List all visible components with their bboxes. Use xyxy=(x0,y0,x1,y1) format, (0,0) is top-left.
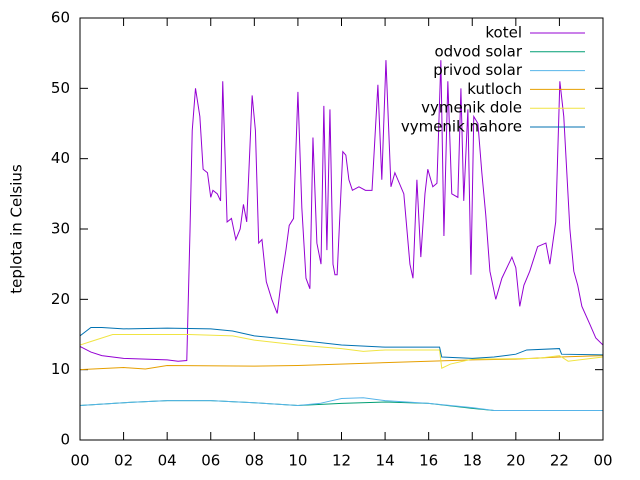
x-tick-label: 14 xyxy=(376,452,395,470)
x-tick-label: 22 xyxy=(550,452,569,470)
series-line xyxy=(79,334,604,370)
y-tick-label: 40 xyxy=(51,149,70,167)
legend-label: privod solar xyxy=(433,61,523,79)
legend-label: kutloch xyxy=(467,80,522,98)
x-tick-label: 04 xyxy=(158,452,177,470)
y-tick-label: 10 xyxy=(51,360,70,378)
legend-label: odvod solar xyxy=(434,42,522,60)
x-tick-label: 00 xyxy=(593,452,612,470)
x-tick-label: 12 xyxy=(332,452,351,470)
y-tick-label: 60 xyxy=(51,9,70,27)
x-tick-label: 18 xyxy=(463,452,482,470)
x-tick-label: 06 xyxy=(201,452,220,470)
y-tick-label: 20 xyxy=(51,290,70,308)
y-tick-label: 30 xyxy=(51,220,70,238)
plot-frame xyxy=(79,17,604,441)
y-axis-label: teplota in Celsius xyxy=(8,164,26,294)
series-line xyxy=(79,355,604,371)
series-line xyxy=(79,397,603,411)
series-line xyxy=(79,326,604,359)
x-tick-label: 16 xyxy=(419,452,438,470)
series-line xyxy=(79,60,604,362)
x-tick-label: 08 xyxy=(245,452,264,470)
legend-label: vymenik nahore xyxy=(401,118,522,136)
series-line xyxy=(79,400,603,411)
legend-label: kotel xyxy=(485,24,522,42)
y-tick-label: 50 xyxy=(51,79,70,97)
x-tick-label: 20 xyxy=(506,452,525,470)
x-tick-label: 10 xyxy=(288,452,307,470)
x-tick-label: 00 xyxy=(70,452,89,470)
x-tick-label: 02 xyxy=(114,452,133,470)
legend-label: vymenik dole xyxy=(421,99,522,117)
y-tick-label: 0 xyxy=(60,431,70,449)
